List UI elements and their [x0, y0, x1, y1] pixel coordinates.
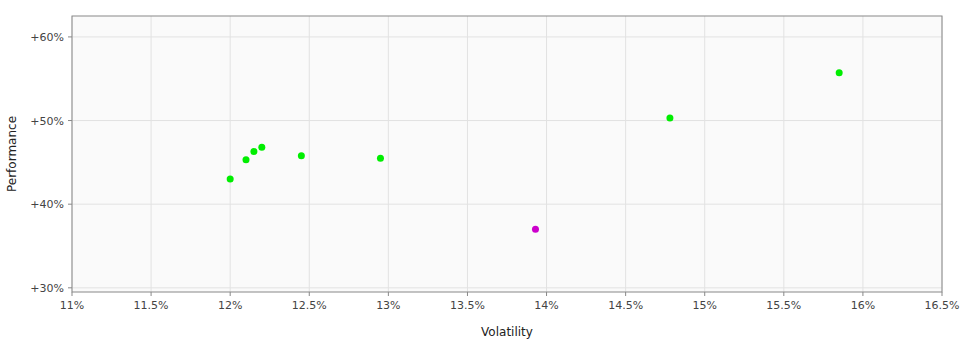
- y-axis-label: Performance: [5, 116, 19, 192]
- scatter-point: [250, 148, 257, 155]
- grid-line-y: [72, 287, 942, 288]
- x-tick: [388, 292, 389, 296]
- grid-line-y: [72, 36, 942, 37]
- x-tick: [942, 292, 943, 296]
- plot-frame: [72, 16, 942, 292]
- grid-line-x: [546, 16, 547, 292]
- grid-line-x: [625, 16, 626, 292]
- grid-line-x: [704, 16, 705, 292]
- scatter-point: [377, 155, 384, 162]
- scatter-point: [258, 144, 265, 151]
- y-tick-label: +50%: [30, 115, 64, 128]
- y-tick-label: +60%: [30, 31, 64, 44]
- x-tick: [704, 292, 705, 296]
- grid-line-x: [309, 16, 310, 292]
- x-tick-label: 16%: [851, 299, 875, 312]
- x-tick: [625, 292, 626, 296]
- x-tick-label: 12.5%: [292, 299, 327, 312]
- scatter-point: [532, 226, 539, 233]
- x-tick: [151, 292, 152, 296]
- scatter-point: [836, 69, 843, 76]
- grid-line-x: [783, 16, 784, 292]
- chart-container: 11% 11.5% 12% 12.5% 13% 13.5% 14% 14.5% 15% 15.5%…: [0, 0, 966, 350]
- x-tick-label: 12%: [218, 299, 242, 312]
- x-tick-label: 11.5%: [134, 299, 169, 312]
- y-tick: [68, 120, 72, 121]
- plot-area: [72, 16, 942, 292]
- grid-line-x: [230, 16, 231, 292]
- x-tick: [862, 292, 863, 296]
- x-tick-label: 14.5%: [608, 299, 643, 312]
- x-tick: [230, 292, 231, 296]
- grid-line-y: [72, 120, 942, 121]
- x-tick-label: 14%: [534, 299, 558, 312]
- scatter-point: [243, 156, 250, 163]
- y-tick-label: +40%: [30, 198, 64, 211]
- y-tick: [68, 287, 72, 288]
- x-tick: [783, 292, 784, 296]
- scatter-point: [298, 152, 305, 159]
- grid-line-x: [151, 16, 152, 292]
- x-tick-label: 15.5%: [766, 299, 801, 312]
- y-tick-label: +30%: [30, 282, 64, 295]
- x-tick-label: 11%: [60, 299, 84, 312]
- scatter-point: [666, 115, 673, 122]
- y-tick: [68, 36, 72, 37]
- x-tick-label: 15%: [693, 299, 717, 312]
- grid-line-y: [72, 204, 942, 205]
- points: [227, 69, 843, 232]
- x-tick: [546, 292, 547, 296]
- x-tick-label: 16.5%: [925, 299, 960, 312]
- x-tick-label: 13%: [376, 299, 400, 312]
- grid-line-x: [467, 16, 468, 292]
- grid-line-x: [862, 16, 863, 292]
- chart: 11% 11.5% 12% 12.5% 13% 13.5% 14% 14.5% 15% 15.5%…: [0, 0, 966, 350]
- grid: [72, 16, 942, 292]
- x-tick: [72, 292, 73, 296]
- x-tick-label: 13.5%: [450, 299, 485, 312]
- scatter-point: [227, 176, 234, 183]
- x-tick: [309, 292, 310, 296]
- y-tick: [68, 204, 72, 205]
- x-axis-label: Volatility: [481, 325, 533, 339]
- grid-line-x: [388, 16, 389, 292]
- x-tick: [467, 292, 468, 296]
